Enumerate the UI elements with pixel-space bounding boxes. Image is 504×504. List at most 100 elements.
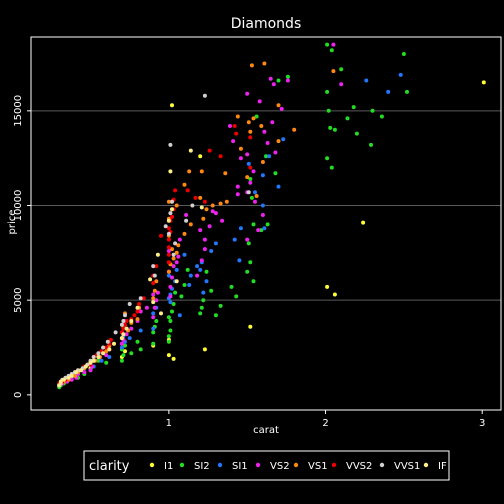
- data-point-vvs1-4: [166, 231, 171, 236]
- data-point-vs1-52: [254, 194, 259, 198]
- data-point-vvs1-15: [91, 355, 96, 359]
- data-point-si2-12: [369, 142, 373, 147]
- data-point-vs2-25: [174, 260, 179, 265]
- data-point-si1-2: [364, 78, 369, 83]
- data-point-si2-23: [248, 260, 253, 265]
- data-point-vvs1-0: [202, 93, 207, 98]
- data-point-if-8: [121, 332, 126, 337]
- legend-title: clarity: [89, 459, 130, 474]
- data-point-vs1-5: [251, 116, 256, 121]
- data-point-i1-12: [170, 103, 174, 108]
- data-point-si2-44: [154, 319, 159, 323]
- data-point-vvs2-15: [151, 281, 156, 286]
- data-point-si2-13: [345, 116, 350, 121]
- data-point-si2-0: [325, 42, 330, 47]
- data-point-vs2-62: [228, 124, 232, 128]
- data-point-si1-44: [237, 258, 242, 263]
- data-point-if-3: [155, 252, 160, 257]
- data-point-si2-7: [328, 125, 333, 130]
- data-point-vvs1-9: [121, 319, 126, 323]
- data-point-si2-15: [276, 78, 281, 83]
- data-point-vs2-63: [235, 184, 240, 189]
- data-point-vvs2-43: [185, 188, 190, 193]
- plot-frame: [30, 36, 502, 411]
- legend-label-vs2: VS2: [270, 461, 290, 472]
- data-point-vs2-17: [202, 237, 207, 242]
- data-point-si2-55: [104, 360, 109, 365]
- data-point-vvs1-14: [96, 351, 101, 356]
- legend-swatch-si2: [179, 462, 185, 468]
- data-point-i1-15: [248, 324, 253, 329]
- data-point-si1-10: [213, 241, 218, 246]
- data-point-vs2-68: [285, 78, 290, 83]
- data-point-vvs2-23: [121, 326, 126, 331]
- data-point-vs2-22: [184, 213, 189, 217]
- data-point-si2-17: [248, 177, 253, 181]
- data-point-i1-4: [166, 353, 171, 358]
- data-points: [57, 42, 486, 390]
- data-point-if-24: [199, 205, 204, 210]
- data-point-if-15: [88, 360, 93, 365]
- data-point-vs1-42: [72, 373, 77, 378]
- data-point-vs2-19: [199, 258, 204, 263]
- data-point-si1-14: [188, 273, 193, 278]
- data-point-if-17: [79, 368, 84, 373]
- data-point-vs1-50: [224, 199, 229, 204]
- chart-title: Diamonds: [231, 16, 302, 32]
- data-point-si2-42: [166, 315, 171, 320]
- data-point-si2-46: [151, 330, 156, 335]
- data-point-vvs2-44: [218, 154, 223, 159]
- data-point-si2-72: [273, 171, 278, 176]
- data-point-vvs2-27: [104, 345, 109, 350]
- data-point-vs2-14: [220, 218, 225, 223]
- data-point-if-22: [58, 379, 63, 384]
- data-point-if-14: [91, 358, 96, 363]
- data-point-si2-53: [119, 358, 124, 363]
- data-point-vs2-12: [245, 237, 250, 242]
- data-point-i1-11: [171, 356, 176, 361]
- legend-label-si1: SI1: [232, 461, 248, 472]
- data-point-si1-6: [260, 173, 265, 178]
- data-point-if-4: [148, 277, 153, 282]
- data-point-si1-25: [151, 326, 156, 331]
- data-point-si2-40: [168, 328, 173, 333]
- data-point-vs2-5: [245, 152, 250, 157]
- data-point-si1-8: [238, 226, 243, 231]
- data-point-si2-6: [326, 108, 331, 113]
- data-point-vs2-9: [253, 199, 257, 204]
- data-point-si2-8: [332, 127, 337, 132]
- data-point-vs2-61: [231, 139, 236, 144]
- data-point-vs2-67: [262, 129, 267, 134]
- data-point-si2-48: [138, 347, 143, 352]
- data-point-vs1-12: [204, 207, 209, 212]
- data-point-si2-11: [354, 131, 359, 136]
- data-point-vs1-0: [331, 69, 336, 74]
- data-point-vs2-0: [331, 42, 336, 47]
- data-point-vvs2-0: [232, 124, 237, 128]
- data-point-vs1-25: [154, 279, 159, 284]
- data-point-vvs1-1: [168, 142, 173, 147]
- data-point-vs2-47: [104, 353, 109, 358]
- data-point-si2-68: [285, 74, 290, 79]
- data-point-vs2-40: [129, 326, 134, 331]
- legend: clarity I1 SI2 SI1 VS2 VS1 VVS2 VVS1 IF: [83, 450, 450, 481]
- data-point-vs2-3: [273, 150, 278, 155]
- data-point-si2-5: [325, 89, 330, 94]
- data-point-si1-9: [232, 237, 237, 242]
- data-point-si1-42: [276, 184, 281, 189]
- data-point-if-18: [74, 370, 79, 375]
- x-tick-label-3: 3: [479, 418, 485, 429]
- data-point-vvs2-12: [166, 260, 171, 265]
- legend-item-si1: SI1: [217, 461, 248, 472]
- data-point-si2-47: [151, 341, 156, 346]
- data-point-vs2-55: [69, 377, 74, 382]
- data-point-si2-20: [246, 241, 251, 246]
- data-point-vvs2-19: [132, 313, 137, 318]
- data-point-si2-43: [166, 339, 171, 344]
- data-point-vs1-49: [218, 201, 223, 206]
- legend-swatch-if: [423, 462, 429, 468]
- data-point-si1-21: [166, 273, 171, 278]
- legend-swatch-vvs2: [331, 462, 337, 468]
